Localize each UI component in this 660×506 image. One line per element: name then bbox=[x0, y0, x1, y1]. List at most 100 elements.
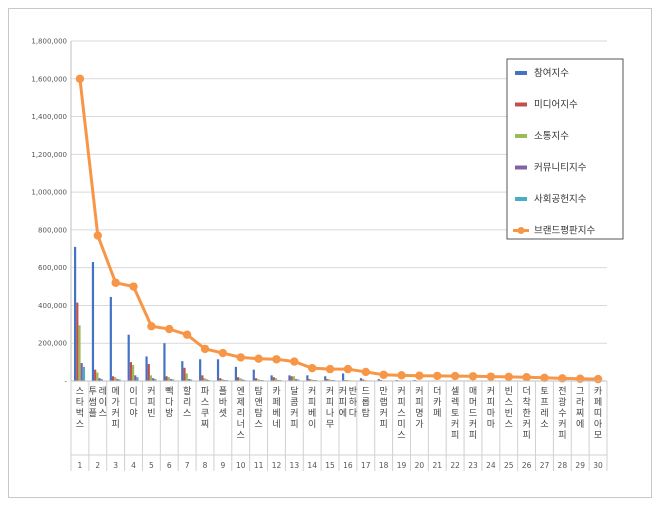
legend-swatch bbox=[515, 102, 527, 107]
line-point-30 bbox=[593, 374, 603, 384]
bar-2-1 bbox=[76, 302, 79, 381]
line-point-17 bbox=[361, 367, 370, 377]
line-point-25 bbox=[504, 372, 513, 382]
line-point-28 bbox=[558, 374, 567, 383]
bar-1-16 bbox=[342, 373, 345, 381]
line-point-5 bbox=[147, 322, 156, 331]
rank-label: 3 bbox=[113, 461, 118, 470]
bar-2-11 bbox=[254, 378, 258, 381]
bar-4-3 bbox=[116, 379, 119, 381]
bar-3-8 bbox=[203, 378, 206, 381]
rank-label: 22 bbox=[450, 461, 460, 470]
bar-4-6 bbox=[169, 379, 173, 381]
bar-3-15 bbox=[328, 379, 331, 381]
legend-marker bbox=[517, 227, 525, 234]
bar-1-14 bbox=[306, 375, 309, 381]
bar-1-11 bbox=[252, 369, 255, 381]
line-point-3 bbox=[111, 278, 120, 287]
line-point-11 bbox=[254, 354, 263, 363]
bar-1-6 bbox=[163, 343, 166, 381]
legend-label: 커뮤니티지수 bbox=[534, 163, 587, 174]
legend-label: 소통지수 bbox=[534, 131, 569, 142]
line-point-1 bbox=[75, 74, 85, 83]
bar-1-4 bbox=[127, 334, 130, 381]
y-tick-label: 400,000 bbox=[38, 302, 67, 310]
legend-swatch bbox=[515, 165, 527, 170]
bar-5-1 bbox=[82, 366, 85, 381]
legend-label: 미디어지수 bbox=[534, 100, 578, 111]
x-axis: 스 타 벅 스 1 투 썸 플레 이 스 2 메 가 커 피 3 이 디 야 4 커 피 빈 5 빽 다 방 6 할 리 스 7 파 스 쿠 찌 8 폴 바… bbox=[70, 380, 608, 471]
rank-label: 2 bbox=[95, 461, 100, 470]
rank-label: 30 bbox=[593, 461, 603, 470]
line-point-27 bbox=[540, 373, 549, 382]
line-point-22 bbox=[450, 371, 460, 381]
line-point-8 bbox=[200, 344, 210, 354]
y-tick-label: - bbox=[64, 378, 67, 386]
rank-label: 15 bbox=[325, 461, 335, 470]
bar-3-13 bbox=[292, 376, 295, 381]
line-point-9 bbox=[218, 348, 228, 358]
bar-3-10 bbox=[239, 378, 242, 381]
legend-label: 참여지수 bbox=[534, 67, 569, 79]
bar-1-17 bbox=[359, 378, 363, 381]
rank-label: 24 bbox=[486, 461, 496, 470]
line-point-12 bbox=[272, 355, 281, 364]
bar-3-9 bbox=[221, 379, 224, 381]
bar-1-2 bbox=[91, 262, 95, 381]
rank-label: 27 bbox=[540, 461, 550, 470]
legend-swatch bbox=[515, 71, 527, 75]
bar-5-13 bbox=[297, 379, 300, 381]
line-point-13 bbox=[290, 357, 299, 366]
bar-5-6 bbox=[172, 379, 175, 381]
rank-label: 16 bbox=[343, 461, 353, 470]
bar-3-1 bbox=[78, 325, 81, 381]
bar-5-3 bbox=[118, 379, 121, 381]
legend-label: 사회공헌지수 bbox=[534, 194, 587, 205]
rank-label: 4 bbox=[131, 461, 136, 470]
bar-1-1 bbox=[74, 246, 77, 381]
bar-4-7 bbox=[187, 379, 190, 381]
y-tick-label: 1,800,000 bbox=[31, 38, 67, 46]
rank-label: 10 bbox=[236, 461, 246, 470]
line-point-23 bbox=[468, 372, 478, 381]
bar-series bbox=[74, 246, 604, 382]
rank-label: 6 bbox=[167, 461, 172, 470]
rank-label: 20 bbox=[415, 461, 425, 470]
bar-2-6 bbox=[165, 376, 168, 381]
rank-label: 17 bbox=[361, 461, 371, 470]
rank-label: 29 bbox=[575, 461, 585, 470]
bar-2-12 bbox=[272, 377, 275, 381]
category-label: 투 썸 플레 이 스 bbox=[89, 386, 107, 419]
y-axis: 1,800,000 1,600,000 1,400,000 1,200,000 1,00… bbox=[31, 38, 72, 386]
rank-label: 23 bbox=[468, 461, 478, 470]
y-tick-label: 200,000 bbox=[38, 340, 67, 348]
bar-4-2 bbox=[98, 378, 101, 381]
bar-4-1 bbox=[80, 363, 83, 381]
rank-label: 13 bbox=[290, 461, 300, 470]
bar-5-5 bbox=[154, 379, 157, 381]
line-point-7 bbox=[182, 330, 192, 339]
bar-1-15 bbox=[324, 376, 327, 381]
rank-label: 7 bbox=[185, 461, 190, 470]
y-tick-label: 600,000 bbox=[38, 264, 67, 272]
bar-1-3 bbox=[109, 296, 112, 381]
line-point-20 bbox=[415, 371, 424, 380]
bar-5-4 bbox=[136, 377, 139, 381]
legend-swatch bbox=[515, 197, 527, 201]
line-point-6 bbox=[165, 324, 174, 334]
rank-label: 25 bbox=[504, 461, 514, 470]
